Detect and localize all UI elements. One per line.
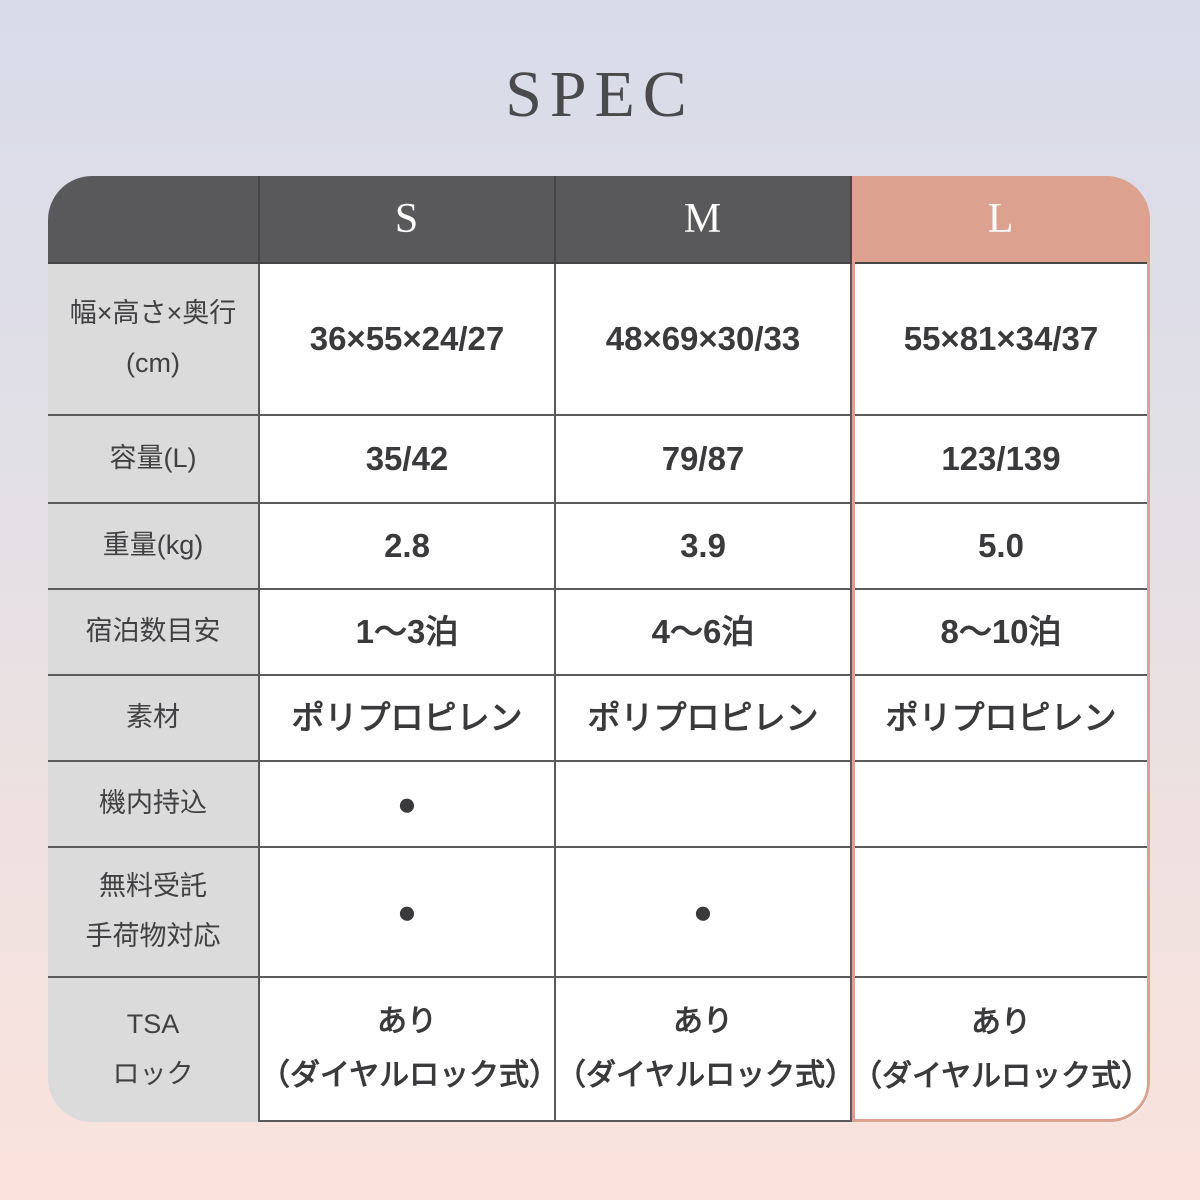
row-label-carry-on: 機内持込	[48, 762, 260, 848]
cell-free-checked-l	[852, 848, 1150, 978]
cell-carry-on-s: ●	[260, 762, 556, 848]
cell-weight-s: 2.8	[260, 504, 556, 590]
cell-dimensions-m: 48×69×30/33	[556, 264, 852, 416]
cell-free-checked-s: ●	[260, 848, 556, 978]
cell-material-l: ポリプロピレン	[852, 676, 1150, 762]
cell-carry-on-l	[852, 762, 1150, 848]
header-cell-size-l: L	[852, 176, 1150, 264]
cell-dimensions-l: 55×81×34/37	[852, 264, 1150, 416]
cell-tsa-lock-s: あり （ダイヤルロック式）	[260, 978, 559, 1122]
row-label-dimensions: 幅×高さ×奥行 (cm)	[48, 264, 260, 416]
cell-dimensions-s: 36×55×24/27	[260, 264, 556, 416]
header-cell-size-s: S	[260, 176, 556, 264]
cell-capacity-l: 123/139	[852, 416, 1150, 504]
row-label-material: 素材	[48, 676, 260, 762]
cell-capacity-s: 35/42	[260, 416, 556, 504]
cell-capacity-m: 79/87	[556, 416, 852, 504]
row-label-nights: 宿泊数目安	[48, 590, 260, 676]
cell-carry-on-m	[556, 762, 852, 848]
cell-nights-s: 1〜3泊	[260, 590, 556, 676]
row-label-tsa-lock: TSA ロック	[48, 978, 260, 1122]
cell-tsa-lock-m: あり （ダイヤルロック式）	[556, 978, 855, 1122]
row-label-capacity: 容量(L)	[48, 416, 260, 504]
cell-nights-m: 4〜6泊	[556, 590, 852, 676]
cell-weight-m: 3.9	[556, 504, 852, 590]
page-title: SPEC	[505, 58, 695, 131]
cell-nights-l: 8〜10泊	[852, 590, 1150, 676]
row-label-weight: 重量(kg)	[48, 504, 260, 590]
header-cell-size-m: M	[556, 176, 852, 264]
header-cell-empty	[48, 176, 260, 264]
cell-tsa-lock-l: あり （ダイヤルロック式）	[852, 978, 1151, 1122]
cell-material-m: ポリプロピレン	[556, 676, 852, 762]
page-header: SPEC	[0, 0, 1200, 176]
row-label-free-checked: 無料受託 手荷物対応	[48, 848, 260, 978]
cell-free-checked-m: ●	[556, 848, 852, 978]
cell-weight-l: 5.0	[852, 504, 1150, 590]
cell-material-s: ポリプロピレン	[260, 676, 556, 762]
spec-table: S M L 幅×高さ×奥行 (cm) 36×55×24/27 48×69×30/…	[48, 176, 1151, 1122]
